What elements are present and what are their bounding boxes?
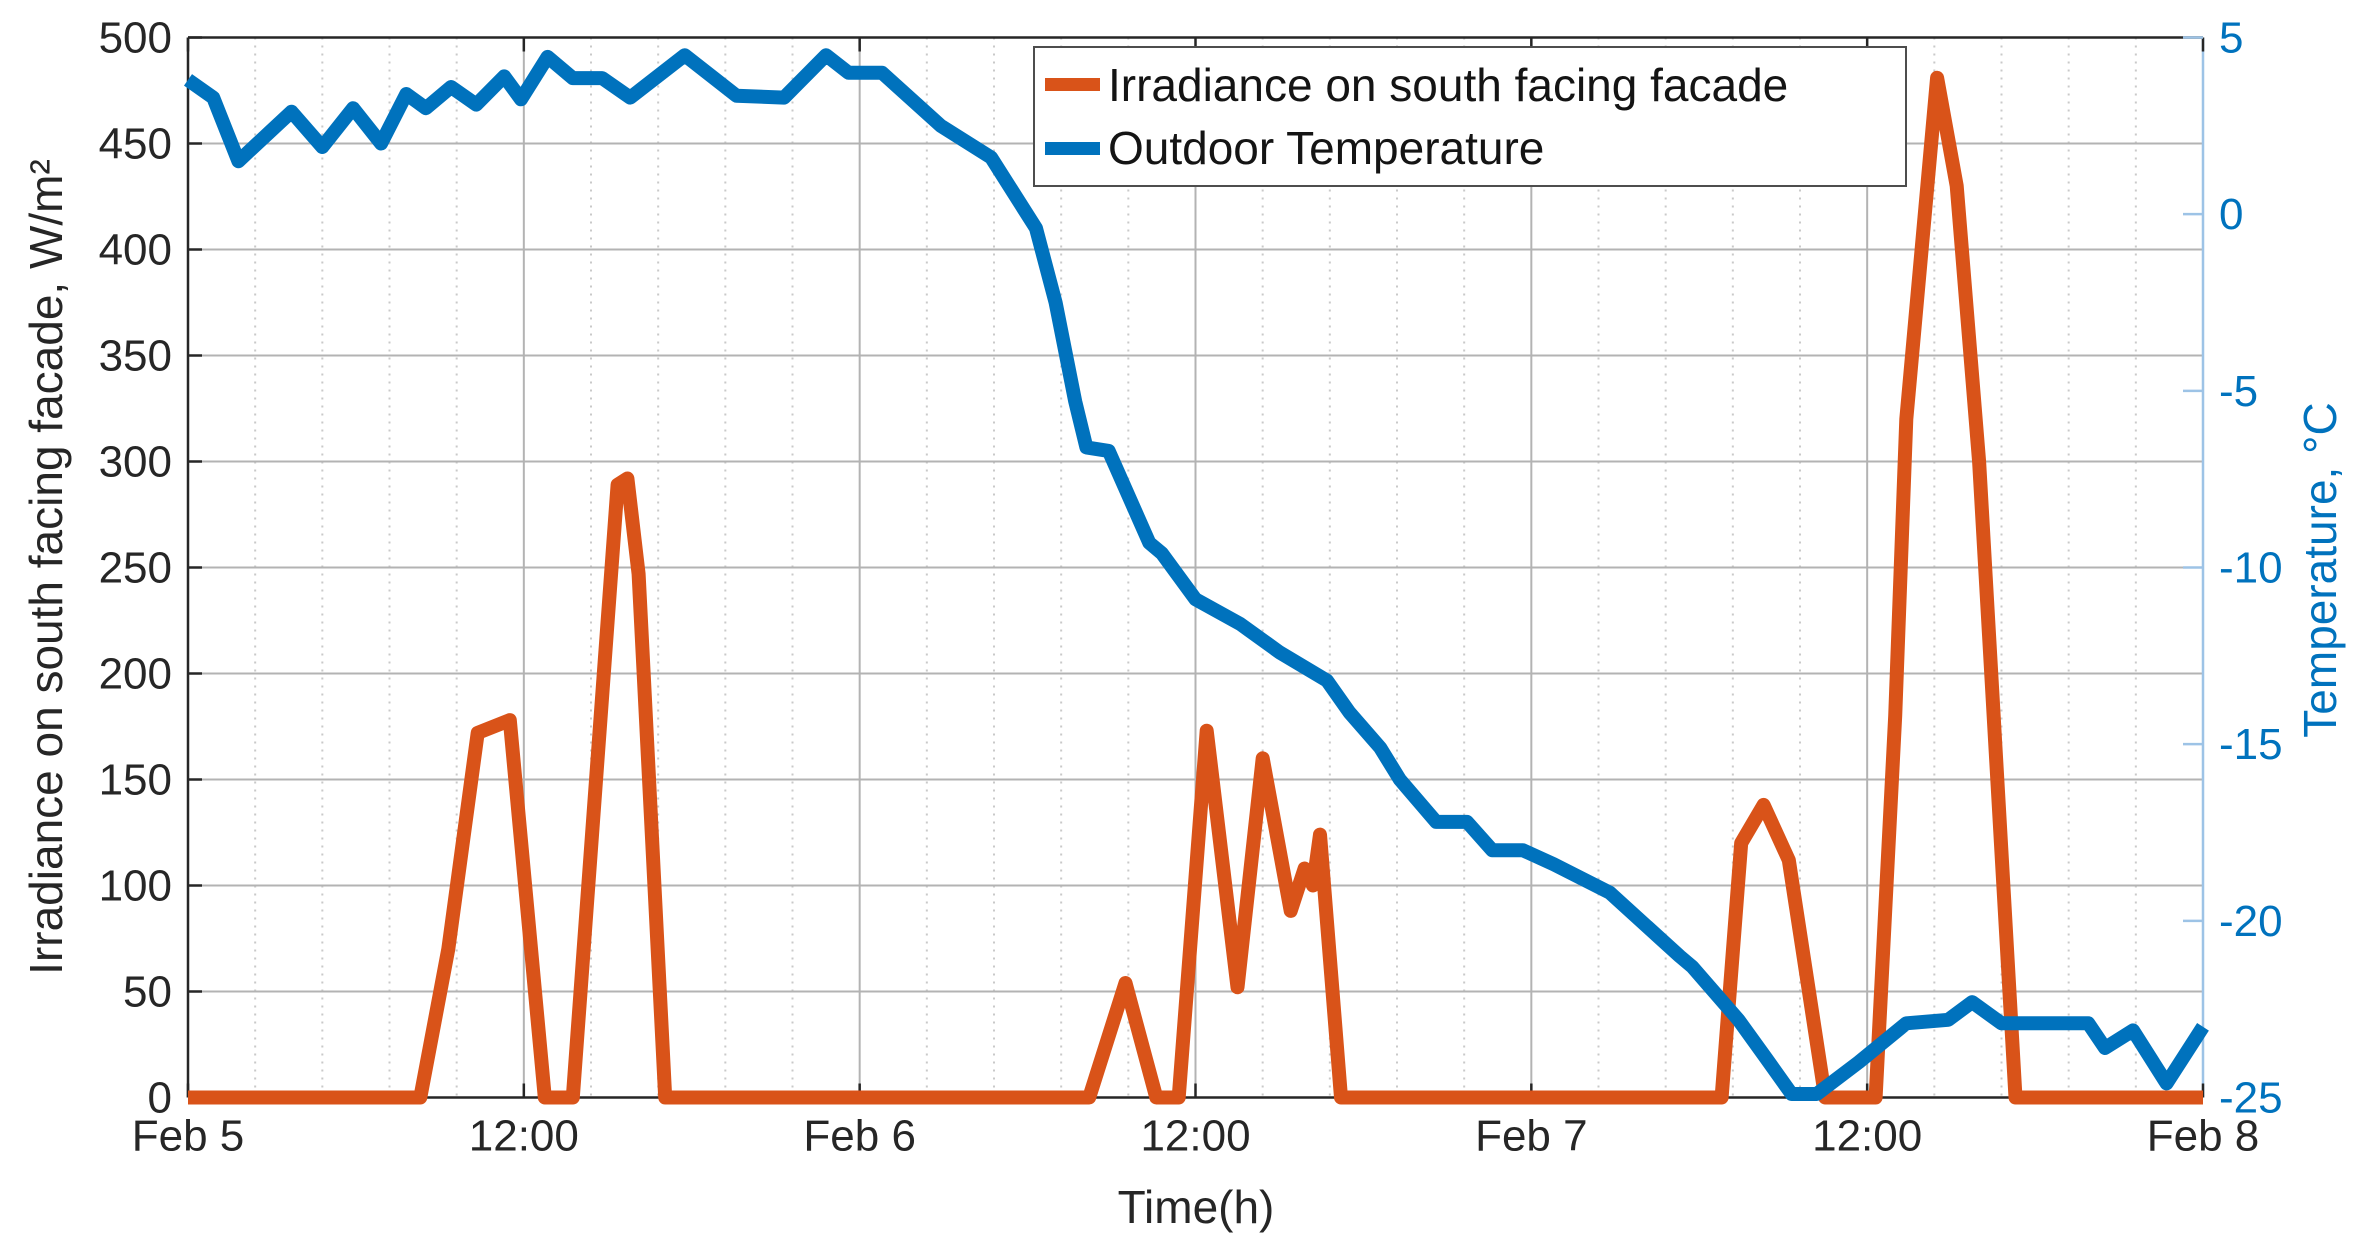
x-tick-label: Feb 7 [1475,1112,1588,1161]
left-y-tick-label: 450 [99,120,172,169]
legend-label-irradiance: Irradiance on south facing facade [1108,58,1789,111]
irradiance-line-swatch [1045,78,1100,92]
x-tick-label: 12:00 [1140,1112,1250,1161]
legend-label-temperature: Outdoor Temperature [1108,122,1545,175]
right-y-tick-label: -20 [2219,897,2283,946]
left-y-tick-label: 150 [99,756,172,805]
left-y-tick-label: 50 [123,968,172,1017]
x-tick-label: 12:00 [469,1112,579,1161]
legend-item-irradiance: Irradiance on south facing facade [1045,58,1905,112]
left-y-tick-label: 500 [99,14,172,63]
temperature-line-swatch [1045,141,1100,155]
left-y-tick-label: 250 [99,544,172,593]
irradiance-line [188,70,2203,1105]
left-y-tick-label: 300 [99,438,172,487]
x-tick-label: Feb 5 [132,1112,245,1161]
legend-item-temperature: Outdoor Temperature [1045,121,1905,175]
left-y-tick-label: 100 [99,862,172,911]
right-y-axis-label: Temperature, °C [2294,402,2346,738]
left-y-tick-label: 350 [99,332,172,381]
left-y-tick-label: 200 [99,650,172,699]
left-y-axis-label: Irradiance on south facing facade, W/m² [20,159,72,975]
x-tick-label: 12:00 [1812,1112,1922,1161]
right-y-tick-label: -5 [2219,367,2258,416]
x-tick-label: Feb 6 [803,1112,916,1161]
right-y-tick-label: 5 [2219,14,2243,63]
legend: Irradiance on south facing facade Outdoo… [1033,46,1907,187]
right-y-tick-label: 0 [2219,190,2243,239]
right-y-tick-label: -25 [2219,1074,2283,1123]
x-axis-label: Time(h) [1117,1181,1275,1233]
left-y-tick-label: 400 [99,226,172,275]
left-y-tick-label: 0 [148,1074,172,1123]
x-tick-label: Feb 8 [2147,1112,2260,1161]
right-y-tick-label: -15 [2219,720,2283,769]
right-y-tick-label: -10 [2219,544,2283,593]
temperature-line [183,48,2209,1101]
